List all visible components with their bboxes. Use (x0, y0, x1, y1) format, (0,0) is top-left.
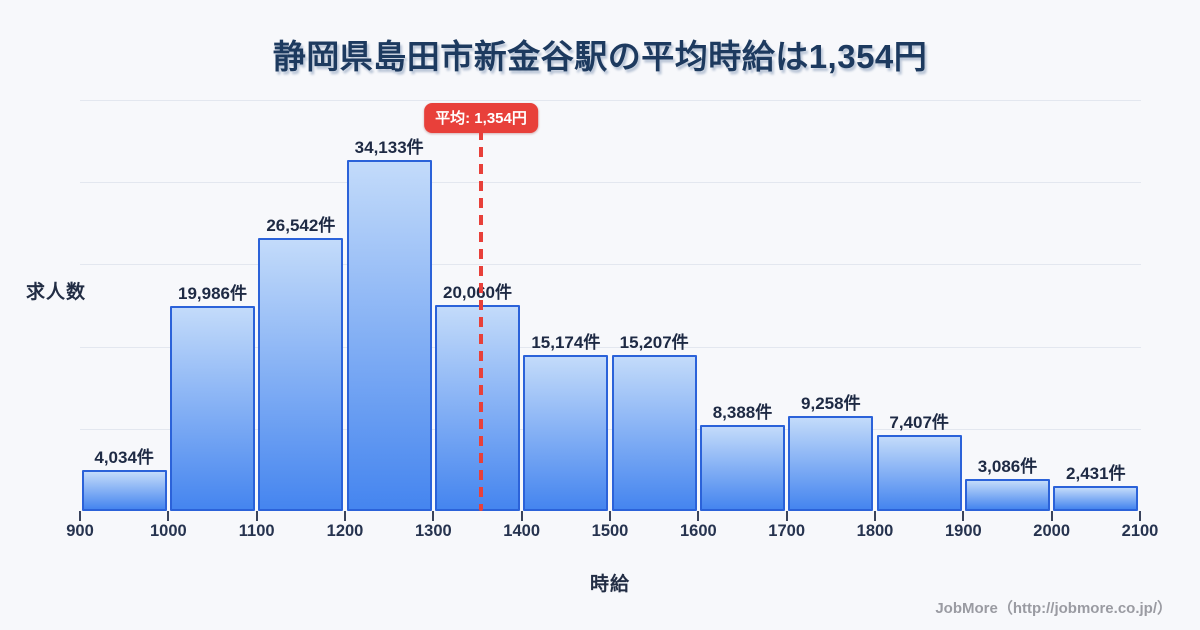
gridline (80, 346, 1141, 348)
bar (699, 424, 786, 511)
gridline (80, 264, 1141, 266)
x-tick (520, 511, 523, 521)
footer-credit: JobMore（http://jobmore.co.jp/） (935, 600, 1172, 617)
x-tick-label: 1200 (326, 522, 364, 540)
bar-value-label: 3,086件 (977, 457, 1038, 477)
x-tick (344, 511, 346, 521)
bar-value-label: 8,388件 (712, 402, 773, 422)
x-tick-label: 1900 (944, 522, 982, 540)
x-tick-label: 2000 (1033, 522, 1071, 540)
x-tick (609, 511, 611, 521)
x-tick-label: 2100 (1121, 522, 1159, 540)
bar-value-label: 26,542件 (266, 216, 336, 236)
bar (169, 305, 256, 511)
x-tick (255, 511, 258, 521)
x-tick (1050, 511, 1053, 521)
x-axis-label: 時給 (589, 574, 630, 595)
bar (346, 160, 432, 511)
bar (434, 304, 521, 511)
bar (611, 354, 697, 511)
x-tick-label: 1400 (503, 522, 541, 540)
bar-value-label: 4,034件 (94, 447, 154, 467)
x-tick-label: 900 (66, 522, 94, 540)
x-tick (432, 511, 435, 521)
x-tick-label: 1800 (856, 522, 894, 540)
bar-value-label: 15,174件 (531, 333, 601, 353)
bar (788, 415, 874, 511)
x-tick-label: 1700 (768, 522, 806, 540)
x-tick (1139, 511, 1141, 521)
x-tick (79, 511, 81, 521)
x-tick-label: 1500 (591, 522, 629, 540)
bar-value-label: 9,258件 (801, 393, 861, 413)
x-tick-label: 1300 (414, 522, 452, 540)
bar (81, 469, 167, 511)
bar (1053, 486, 1139, 511)
average-line (479, 130, 484, 511)
x-tick (874, 511, 876, 521)
average-badge: 平均: 1,354円 (424, 103, 538, 133)
page-title: 静岡県島田市新金谷駅の平均時給は1,354円 (272, 38, 928, 75)
bar (258, 238, 344, 511)
x-tick-label: 1000 (149, 522, 187, 540)
gridline (80, 100, 1141, 101)
x-tick (785, 511, 788, 521)
bar-value-label: 19,986件 (178, 283, 247, 303)
bar (964, 479, 1051, 511)
x-tick (167, 511, 170, 521)
bar (523, 355, 609, 511)
gridline (80, 428, 1141, 430)
bar-value-label: 7,407件 (889, 412, 949, 432)
gridline (80, 182, 1141, 184)
y-axis-label: 求人数 (26, 282, 87, 303)
bar (876, 434, 962, 511)
bar-value-label: 15,207件 (619, 332, 689, 352)
x-tick-label: 1600 (679, 522, 717, 540)
x-tick (697, 511, 700, 521)
x-tick (962, 511, 965, 521)
x-tick-label: 1100 (238, 522, 275, 540)
bar-value-label: 34,133件 (354, 138, 424, 158)
bar-value-label: 2,431件 (1066, 464, 1126, 484)
bar-value-label: 20,060件 (443, 282, 512, 302)
